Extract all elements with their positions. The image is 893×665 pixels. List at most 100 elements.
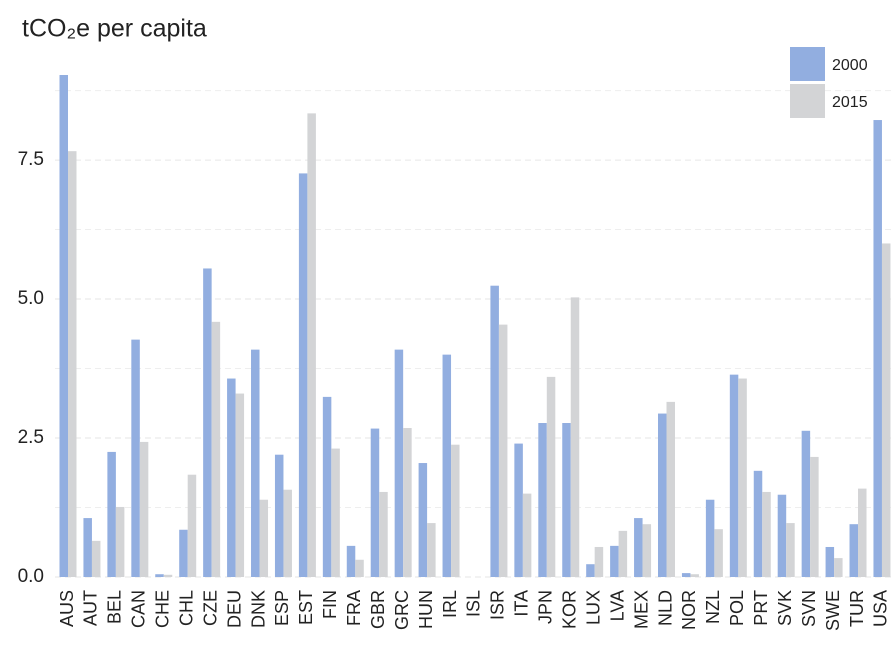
bar xyxy=(738,378,747,577)
x-tick-label: NZL xyxy=(703,590,723,624)
bar xyxy=(849,524,859,577)
x-tick-label: PRT xyxy=(751,590,771,626)
bar xyxy=(107,451,116,577)
bar xyxy=(163,574,173,577)
x-tick-label: SVK xyxy=(775,590,795,626)
bar xyxy=(538,423,547,577)
x-tick-label: KOR xyxy=(559,590,579,629)
bar xyxy=(858,488,867,577)
bar xyxy=(498,324,508,577)
legend-swatch xyxy=(790,84,825,118)
bar xyxy=(690,574,699,577)
bar xyxy=(379,491,388,577)
bar xyxy=(522,493,532,577)
bar xyxy=(227,378,236,577)
x-tick-label: ISL xyxy=(464,590,484,617)
bar xyxy=(355,559,364,577)
x-tick-label: IRL xyxy=(440,590,460,618)
x-tick-label: HUN xyxy=(416,590,436,629)
bar xyxy=(322,396,332,577)
x-tick-label: CHL xyxy=(176,590,196,626)
x-tick-label: DEU xyxy=(224,590,244,628)
bar xyxy=(610,545,619,577)
bar xyxy=(187,474,197,577)
x-tick-label: FIN xyxy=(320,590,340,619)
bar xyxy=(131,339,140,577)
bar xyxy=(307,113,316,578)
x-tick-label: DNK xyxy=(248,590,268,628)
x-tick-label: CHE xyxy=(153,590,173,628)
bar xyxy=(59,75,68,577)
bar xyxy=(451,444,460,577)
x-tick-label: LUX xyxy=(583,590,603,625)
x-tick-label: CAN xyxy=(129,590,149,628)
bar xyxy=(834,558,843,577)
bar xyxy=(179,529,188,577)
bar xyxy=(594,546,604,577)
bar xyxy=(418,463,428,577)
x-tick-label: SVN xyxy=(799,590,819,627)
bar xyxy=(570,297,580,577)
bar xyxy=(618,530,628,577)
bar xyxy=(634,518,643,577)
x-tick-label: SWE xyxy=(823,590,843,631)
legend-label: 2000 xyxy=(832,57,868,74)
bar xyxy=(762,491,771,577)
bar xyxy=(115,506,125,577)
x-tick-label: AUT xyxy=(81,590,101,626)
chart-title: tCO₂e per capita xyxy=(22,15,207,43)
x-tick-label: JPN xyxy=(536,590,556,624)
bar xyxy=(427,523,436,577)
bar xyxy=(514,443,523,577)
y-tick-label: 5.0 xyxy=(18,288,44,309)
y-tick-label: 2.5 xyxy=(18,427,44,448)
bar xyxy=(203,268,212,577)
x-tick-label: POL xyxy=(727,590,747,626)
bar xyxy=(490,285,499,577)
bar xyxy=(298,173,308,578)
legend-label: 2015 xyxy=(832,94,868,111)
bar xyxy=(283,489,292,577)
bar xyxy=(881,243,891,578)
y-tick-label: 7.5 xyxy=(18,149,44,170)
bar xyxy=(274,454,284,577)
bar xyxy=(801,430,811,577)
x-tick-label: EST xyxy=(296,590,316,625)
bar xyxy=(546,376,556,577)
x-tick-label: TUR xyxy=(847,590,867,627)
bar xyxy=(235,393,245,577)
bar xyxy=(705,499,715,577)
x-tick-label: MEX xyxy=(631,590,651,629)
bar xyxy=(714,529,723,577)
bar xyxy=(211,321,221,577)
bar xyxy=(91,540,101,577)
bar xyxy=(666,401,675,577)
bar xyxy=(825,546,835,577)
bar xyxy=(562,423,571,577)
x-tick-label: ESP xyxy=(272,590,292,626)
bar xyxy=(139,441,149,577)
bar xyxy=(394,349,404,577)
bar xyxy=(346,545,356,577)
bar xyxy=(777,494,787,577)
bar xyxy=(586,564,595,577)
bar xyxy=(155,574,164,577)
bar xyxy=(786,523,795,577)
bar xyxy=(810,456,819,577)
bar xyxy=(370,428,380,577)
bar xyxy=(681,573,691,577)
bar xyxy=(642,524,652,577)
bar xyxy=(331,448,340,577)
bar xyxy=(658,413,667,577)
x-tick-label: NOR xyxy=(679,590,699,630)
x-tick-label: GBR xyxy=(368,590,388,629)
x-tick-label: NLD xyxy=(655,590,675,626)
x-tick-label: AUS xyxy=(57,590,77,627)
y-tick-label: 0.0 xyxy=(18,566,44,587)
legend-swatch xyxy=(790,47,825,81)
x-tick-label: GRC xyxy=(392,590,412,630)
bar xyxy=(251,349,260,577)
x-tick-label: BEL xyxy=(105,590,125,624)
